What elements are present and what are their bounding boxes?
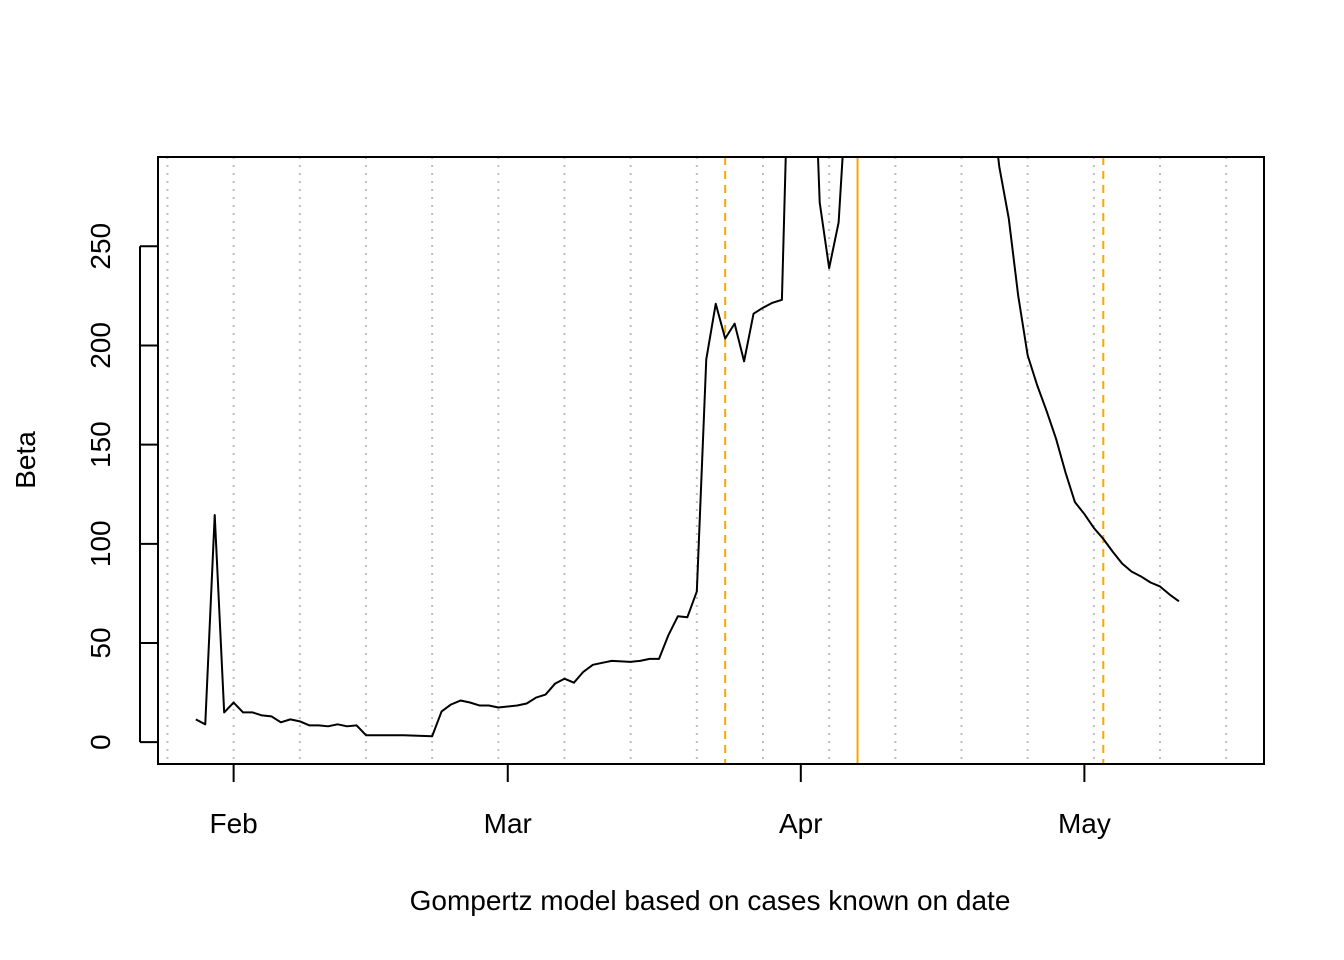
y-tick-label-3: 150	[85, 421, 116, 468]
y-tick-label-5: 250	[85, 223, 116, 270]
y-tick-label-4: 200	[85, 322, 116, 369]
y-axis: 0 50 100 150 200 250	[85, 223, 158, 750]
y-tick-label-1: 50	[85, 627, 116, 658]
x-tick-label-2: Apr	[779, 808, 823, 839]
x-axis: Feb Mar Apr May	[209, 764, 1111, 839]
x-tick-label-1: Mar	[484, 808, 532, 839]
series-line-0	[195, 157, 1180, 738]
y-axis-title: Beta	[10, 431, 41, 489]
x-tick-label-0: Feb	[209, 808, 257, 839]
x-axis-title: Gompertz model based on cases known on d…	[410, 885, 1011, 916]
y-tick-label-2: 100	[85, 520, 116, 567]
plot-frame	[157, 156, 1265, 765]
reference-lines	[724, 157, 1105, 764]
y-tick-label-0: 0	[85, 734, 116, 750]
series-layer	[195, 157, 1180, 738]
x-tick-label-3: May	[1058, 808, 1111, 839]
